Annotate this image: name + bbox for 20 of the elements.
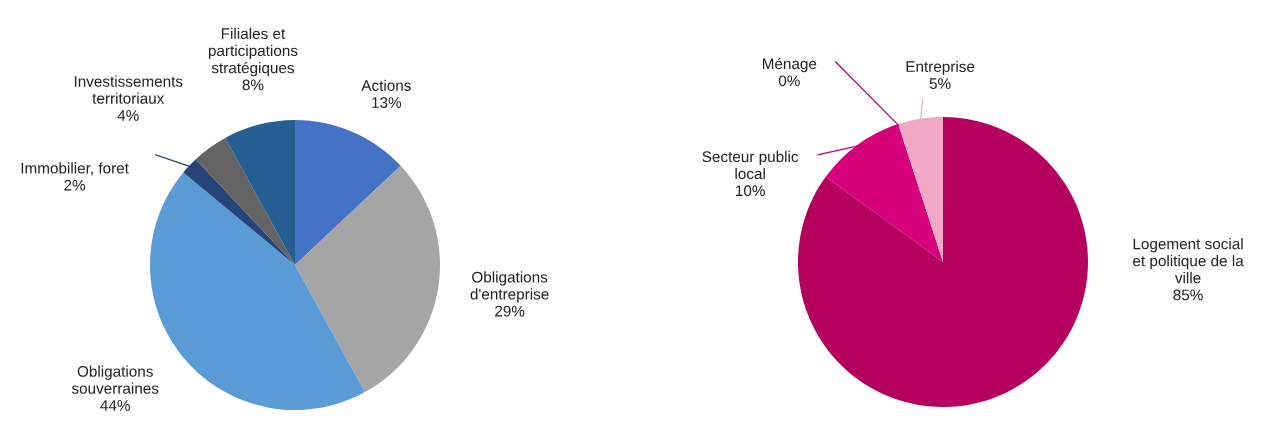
- legend-label: Secteur public local: [702, 150, 799, 180]
- slice-label: Investissements territoriaux: [74, 75, 183, 104]
- data-label: 2%: [64, 179, 86, 191]
- data-label: 44%: [100, 400, 130, 411]
- slice-label: Logement social et politique de la ville: [1133, 238, 1244, 284]
- data-label: 85%: [1173, 289, 1203, 301]
- data-label: 5%: [929, 78, 951, 90]
- data-label: 4%: [117, 110, 139, 121]
- slice-label: Entreprise: [906, 60, 975, 76]
- data-label: 10%: [736, 185, 765, 197]
- data-label: 29%: [495, 305, 525, 317]
- legend-label: Immobilier, foret: [21, 162, 129, 176]
- slice-label: Obligations d'entreprise: [470, 271, 549, 303]
- data-label: 13%: [372, 97, 402, 108]
- text: 0%: [778, 75, 800, 87]
- category-label: Ménage: [762, 57, 817, 73]
- slice-label: Obligations souverraines: [71, 365, 159, 394]
- data-label: 8%: [242, 79, 264, 91]
- slice-label: Filiales et participations stratégiques: [208, 27, 298, 77]
- slice-label: Actions: [361, 79, 411, 91]
